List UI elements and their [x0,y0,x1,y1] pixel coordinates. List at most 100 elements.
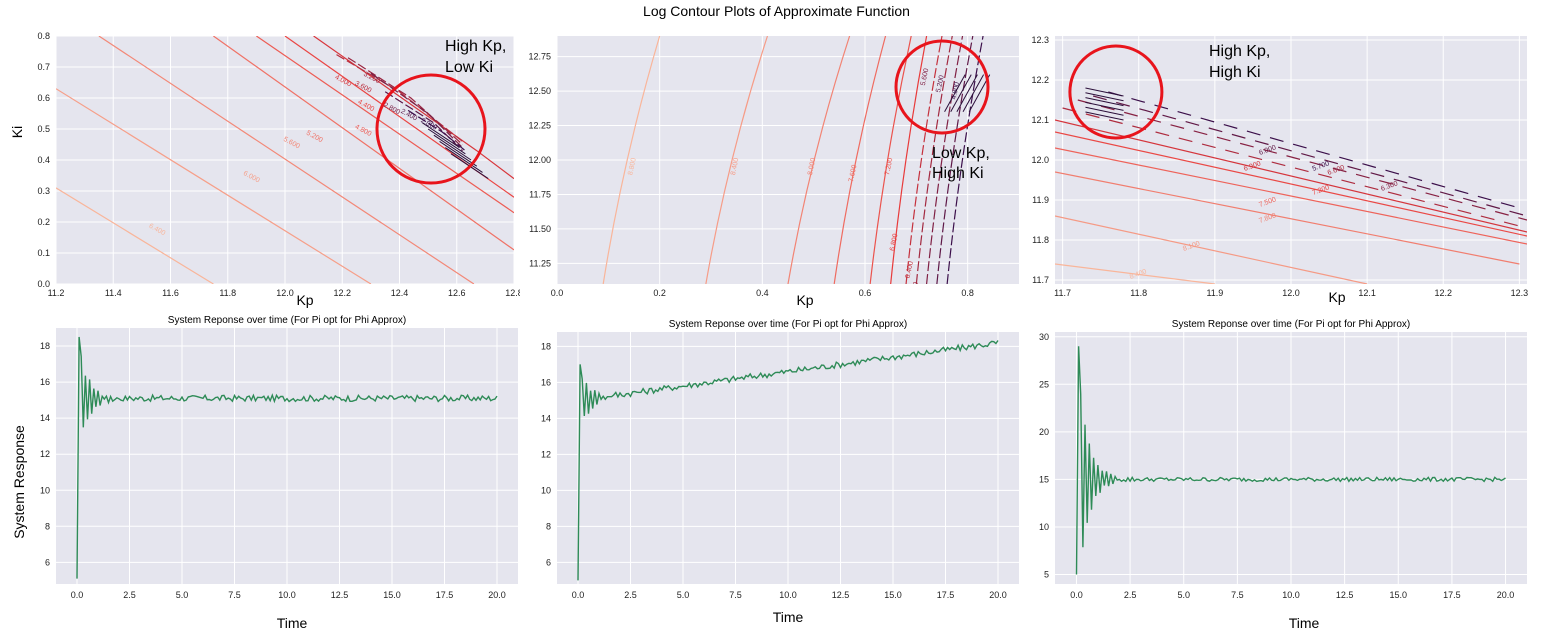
annotation-line-1: High Kp, [1209,43,1270,60]
contour-level-line [407,109,466,152]
contour-level-line [602,36,661,284]
chart-title: System Reponse over time (For Pi opt for… [669,319,907,330]
x-tick-label: 2.5 [624,590,637,600]
contour-level-line [433,134,472,161]
x-tick-label: 15.0 [383,590,401,600]
y-tick-label: 11.75 [529,189,551,199]
y-tick-label: 0.2 [37,217,50,227]
response-series-line [76,336,498,579]
y-tick-label: 16 [541,377,551,387]
contour-level-line [1085,92,1124,102]
contour-level-line [1055,171,1520,265]
y-axis-label: Ki [9,126,25,138]
contour-lines: 8.800 8.400 8.000 7.600 7.200 6.800 6.4006.000… [602,36,991,284]
contour-chart-2: 0.0 0.2 0.4 0.6 0.8 11.25 11.50 11.75 12.00 12.25… [528,36,1019,308]
x-tick-label: 20.0 [488,590,506,600]
x-tick-label: 12.1 [1358,288,1376,298]
y-tick-label: 12.00 [528,155,551,165]
x-axis-label: Time [773,609,804,625]
contour-level-line [926,36,964,284]
x-tick-label: 12.5 [832,590,850,600]
contour-label: 8.800 [627,157,638,176]
contour-level-line [1062,107,1527,229]
x-tick-label: 11.7 [1054,288,1071,298]
contour-level-line [1092,95,1527,217]
x-tick-label: 7.5 [729,590,742,600]
x-tick-label: 0.0 [551,288,564,298]
x-tick-label: 0.8 [961,288,974,298]
x-tick-label: 12.5 [331,590,349,600]
x-tick-label: 12.2 [333,288,351,298]
y-tick-label: 12.50 [528,86,551,96]
contour-level-line [1085,87,1124,97]
y-tick-label: 12.25 [528,121,551,131]
contour-level-line [1085,97,1124,107]
contour-panel-3: 11.7 11.8 11.9 12.0 12.1 12.2 12.3 11.7 11.8 11.9… [1025,22,1553,312]
contour-level-line [905,36,943,284]
x-tick-label: 15.0 [884,590,902,600]
contour-level-line [956,74,978,113]
x-tick-label: 2.5 [123,590,136,600]
contour-panel-2: 0.0 0.2 0.4 0.6 0.8 11.25 11.50 11.75 12.00 12.25… [515,22,1025,312]
y-tick-label: 15 [1039,474,1049,484]
contour-level-line [213,36,514,251]
contour-label: 7.200 [884,157,895,176]
x-tick-label: 17.5 [937,590,955,600]
annotation-line-2: High Ki [1209,64,1261,81]
y-tick-label: 12.1 [1031,115,1049,125]
contour-level-line [936,36,974,284]
response-panel-3: 0.0 2.5 5.0 7.5 10.0 12.5 15.0 17.5 20.0 5 10 15 20 2… [1025,312,1553,637]
x-tick-label: 17.5 [1443,590,1461,600]
contour-level-line [1055,215,1368,284]
x-axis-label: Kp [1328,289,1345,305]
response-chart-1: 0.0 2.5 5.0 7.5 10.0 12.5 15.0 17.5 20.0 6 8 10 12 14… [11,315,518,631]
y-tick-label: 0.8 [37,31,50,41]
contour-label: 8.000 [807,157,818,176]
contour-level-line [946,36,984,284]
x-tick-label: 11.8 [219,288,236,298]
y-tick-label: 11.8 [1032,235,1049,245]
y-tick-label: 0.7 [37,62,50,72]
contour-level-line [915,36,953,284]
contour-level-line [445,147,483,173]
x-tick-label: 20.0 [1497,590,1515,600]
highlight-circle [894,39,990,135]
contour-label: 5.200 [935,75,946,94]
x-tick-label: 5.0 [1177,590,1190,600]
y-tick-label: 0.4 [37,155,50,165]
y-tick-label: 0.6 [37,93,50,103]
x-tick-label: 11.8 [1130,288,1147,298]
y-tick-label: 10 [541,485,551,495]
chart-title: System Reponse over time (For Pi opt for… [1172,319,1410,330]
contour-level-line [427,128,466,155]
x-tick-label: 0.4 [756,288,769,298]
x-tick-label: 12.5 [1336,590,1354,600]
contour-level-line [1055,263,1215,284]
response-chart-2: 0.0 2.5 5.0 7.5 10.0 12.5 15.0 17.5 20.0 6 8 10 12 14… [541,319,1019,625]
x-tick-label: 10.0 [779,590,797,600]
x-tick-label: 12.3 [1511,288,1529,298]
y-tick-label: 25 [1039,379,1049,389]
figure-suptitle: Log Contour Plots of Approximate Functio… [643,3,910,19]
annotation-line-1: High Kp, [445,38,506,55]
x-tick-label: 7.5 [1231,590,1244,600]
response-panel-1: 0.0 2.5 5.0 7.5 10.0 12.5 15.0 17.5 20.0 6 8 10 12 14… [0,312,520,637]
response-series-line [577,340,999,581]
annotation-line-2: Low Ki [445,59,493,76]
highlight-circle [1068,44,1164,140]
contour-level-line [950,74,972,113]
x-tick-label: 11.4 [105,288,122,298]
x-tick-label: 0.0 [71,590,84,600]
contour-level-line [56,88,372,284]
contour-level-line [347,57,463,145]
x-tick-label: 17.5 [436,590,454,600]
response-chart-3: 0.0 2.5 5.0 7.5 10.0 12.5 15.0 17.5 20.0 5 10 15 20 2… [1039,319,1527,631]
x-axis-label: Kp [296,292,313,308]
x-tick-label: 10.0 [1282,590,1300,600]
y-tick-label: 11.25 [529,258,551,268]
y-tick-label: 12.75 [528,52,551,62]
contour-level-line [98,36,475,284]
x-tick-label: 12.8 [505,288,520,298]
x-tick-label: 12.0 [276,288,294,298]
x-tick-label: 5.0 [677,590,690,600]
